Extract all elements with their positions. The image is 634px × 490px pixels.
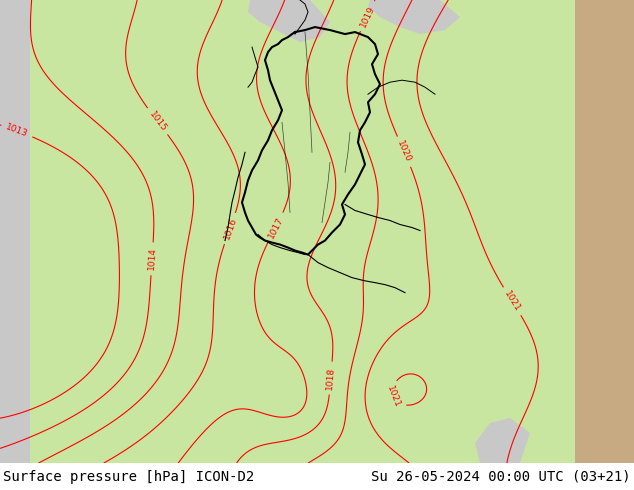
Text: 1013: 1013 <box>4 122 29 139</box>
Text: 1016: 1016 <box>222 216 238 241</box>
Polygon shape <box>248 0 330 42</box>
Text: 1017: 1017 <box>266 215 285 240</box>
Text: 1014: 1014 <box>147 247 157 270</box>
Text: 1019: 1019 <box>358 4 377 28</box>
Text: 1018: 1018 <box>325 367 336 390</box>
Bar <box>575 0 634 463</box>
Text: 1020: 1020 <box>396 139 413 164</box>
Text: Surface pressure [hPa] ICON-D2: Surface pressure [hPa] ICON-D2 <box>3 469 254 484</box>
Text: 1015: 1015 <box>147 109 168 133</box>
Polygon shape <box>368 0 460 34</box>
Text: 1021: 1021 <box>385 384 402 409</box>
Text: Su 26-05-2024 00:00 UTC (03+21): Su 26-05-2024 00:00 UTC (03+21) <box>371 469 631 484</box>
Text: 1021: 1021 <box>502 289 522 314</box>
Polygon shape <box>475 418 530 463</box>
Polygon shape <box>0 0 30 463</box>
